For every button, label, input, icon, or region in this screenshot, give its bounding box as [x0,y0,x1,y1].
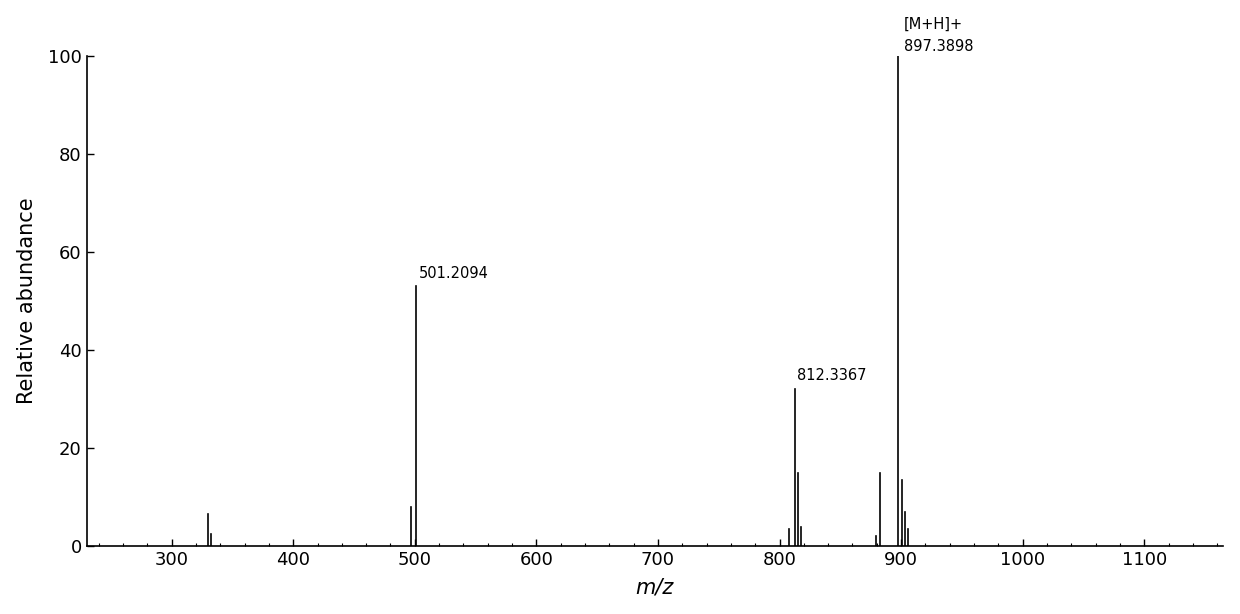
Y-axis label: Relative abundance: Relative abundance [16,198,37,405]
Text: 812.3367: 812.3367 [797,368,867,384]
Text: 501.2094: 501.2094 [419,266,489,281]
X-axis label: m/z: m/z [636,577,675,597]
Text: [M+H]+
897.3898: [M+H]+ 897.3898 [904,17,973,54]
